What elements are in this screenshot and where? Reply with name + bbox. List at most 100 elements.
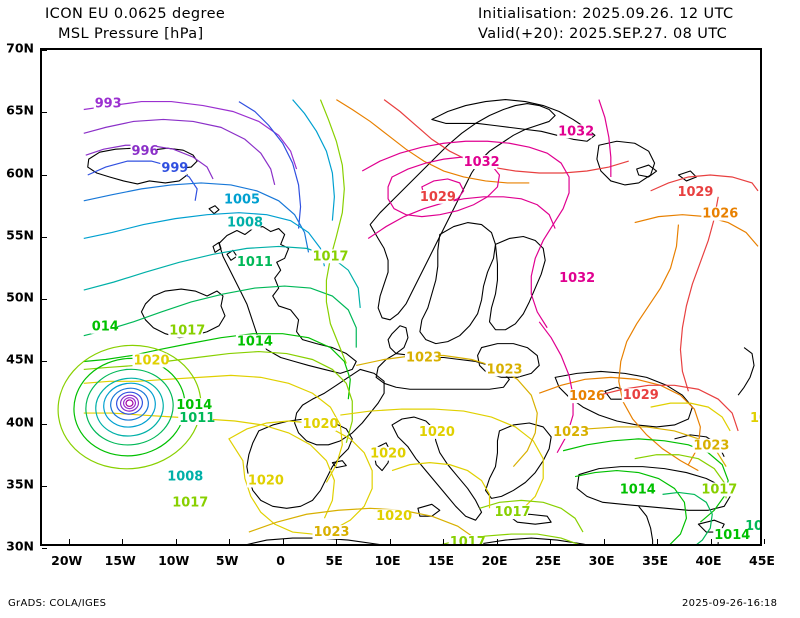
y-tick-mark bbox=[42, 112, 47, 114]
y-tick-mark bbox=[42, 236, 47, 238]
contour-label-backdrop bbox=[462, 155, 498, 170]
valid-time: Valid(+20): 2025.SEP.27. 08 UTC bbox=[478, 26, 728, 42]
contour-label: 1020 bbox=[750, 411, 760, 426]
contour-label-backdrop bbox=[175, 398, 210, 413]
x-tick-label: 15E bbox=[428, 553, 455, 568]
contour-label-backdrop bbox=[168, 323, 203, 338]
x-tick-mark bbox=[229, 539, 231, 544]
x-tick-mark bbox=[657, 539, 659, 544]
x-tick-mark bbox=[175, 539, 177, 544]
x-tick-label: 20W bbox=[51, 553, 83, 568]
contour-label-backdrop bbox=[178, 411, 213, 425]
contour-label: 014 bbox=[92, 320, 119, 335]
contour-label: 1011 bbox=[745, 519, 760, 534]
contour-label: 1023 bbox=[313, 525, 349, 540]
x-tick-label: 10E bbox=[374, 553, 401, 568]
contour-label: 1011 bbox=[179, 411, 215, 426]
contour-label-backdrop bbox=[557, 124, 592, 139]
contour-label-backdrop bbox=[312, 525, 348, 540]
contour-label: 1020 bbox=[133, 353, 169, 368]
contour-label: 1020 bbox=[376, 509, 412, 524]
contour-label-backdrop bbox=[713, 528, 748, 543]
contour-label: 1029 bbox=[420, 190, 456, 205]
y-tick-label: 70N bbox=[6, 40, 34, 56]
y-tick-mark bbox=[42, 174, 47, 176]
contour-label-backdrop bbox=[160, 161, 187, 175]
contour-label-backdrop bbox=[132, 353, 168, 368]
x-tick-label: 10W bbox=[158, 553, 190, 568]
x-tick-label: 35E bbox=[642, 553, 668, 568]
initialisation-time: Initialisation: 2025.09.26. 12 UTC bbox=[478, 6, 734, 22]
model-title: ICON EU 0.0625 degree bbox=[45, 6, 226, 22]
contour-label: 1029 bbox=[623, 388, 659, 403]
contour-label: 1026 bbox=[702, 207, 738, 222]
contour-label-backdrop bbox=[676, 184, 712, 199]
contour-label-backdrop bbox=[701, 206, 736, 221]
contour-label: 1005 bbox=[224, 193, 260, 208]
contour-label: 1017 bbox=[701, 482, 737, 497]
contour-label: 1023 bbox=[487, 362, 523, 377]
contour-label: 1023 bbox=[406, 350, 442, 365]
y-tick-mark bbox=[42, 361, 47, 363]
contour-label: 1014 bbox=[714, 528, 750, 543]
contour-label-backdrop bbox=[246, 473, 282, 488]
x-tick-mark bbox=[282, 539, 284, 544]
contour-label-backdrop bbox=[621, 388, 657, 403]
y-tick-label: 40N bbox=[6, 414, 34, 429]
y-tick-label: 45N bbox=[6, 351, 34, 367]
y-tick-mark bbox=[42, 548, 47, 549]
y-tick-label: 65N bbox=[6, 102, 34, 118]
contour-label-backdrop bbox=[568, 389, 603, 404]
contour-label-backdrop bbox=[171, 495, 206, 510]
contour-label-backdrop bbox=[375, 509, 410, 524]
contour-label-backdrop bbox=[93, 96, 121, 111]
y-tick-mark bbox=[42, 423, 47, 425]
x-tick-mark bbox=[496, 539, 498, 544]
contour-label: 1026 bbox=[569, 389, 605, 404]
x-tick-label: 30E bbox=[588, 553, 615, 568]
render-timestamp: 2025-09-26-16:18 bbox=[682, 598, 778, 609]
contour-label: 1020 bbox=[303, 417, 339, 432]
contour-label-backdrop bbox=[311, 249, 347, 264]
contour-label: 1020 bbox=[419, 425, 455, 440]
x-tick-mark bbox=[336, 539, 338, 544]
y-tick-label: 50N bbox=[6, 289, 34, 305]
x-tick-mark bbox=[443, 539, 445, 544]
contour-label: 1008 bbox=[167, 470, 203, 485]
contour-label: 996 bbox=[132, 144, 159, 159]
contour-label-backdrop bbox=[618, 482, 654, 497]
field-title: MSL Pressure [hPa] bbox=[58, 26, 204, 42]
contour-label: 1017 bbox=[312, 249, 348, 264]
contour-label-backdrop bbox=[744, 519, 760, 534]
contour-label: 993 bbox=[95, 97, 122, 112]
contour-label: 999 bbox=[161, 161, 188, 176]
contour-label-backdrop bbox=[235, 255, 271, 270]
x-tick-mark bbox=[389, 539, 391, 544]
contour-label: 1029 bbox=[677, 185, 713, 200]
x-tick-mark bbox=[122, 539, 124, 544]
x-tick-label: 0 bbox=[276, 553, 286, 568]
contour-label-backdrop bbox=[558, 271, 593, 286]
x-tick-mark bbox=[764, 539, 765, 544]
contour-label: 1014 bbox=[237, 335, 273, 350]
x-tick-label: 5W bbox=[215, 553, 239, 568]
contour-label-backdrop bbox=[166, 469, 201, 484]
contour-label-backdrop bbox=[417, 424, 453, 439]
contour-label-backdrop bbox=[700, 482, 735, 497]
x-tick-label: 25E bbox=[535, 553, 562, 568]
contour-label: 1017 bbox=[169, 324, 205, 339]
contour-label: 1011 bbox=[237, 255, 273, 270]
x-tick-mark bbox=[68, 539, 70, 544]
atlantic-low-contours bbox=[57, 344, 202, 470]
contour-label: 1014 bbox=[176, 398, 212, 413]
contour-label-backdrop bbox=[749, 411, 760, 425]
contour-label-backdrop bbox=[493, 505, 529, 520]
contour-label-backdrop bbox=[404, 350, 440, 365]
x-tick-label: 40E bbox=[695, 553, 722, 568]
y-tick-label: 30N bbox=[6, 538, 34, 554]
contour-label: 1023 bbox=[693, 439, 729, 454]
y-tick-mark bbox=[42, 485, 47, 487]
contour-label: 1032 bbox=[559, 271, 595, 286]
